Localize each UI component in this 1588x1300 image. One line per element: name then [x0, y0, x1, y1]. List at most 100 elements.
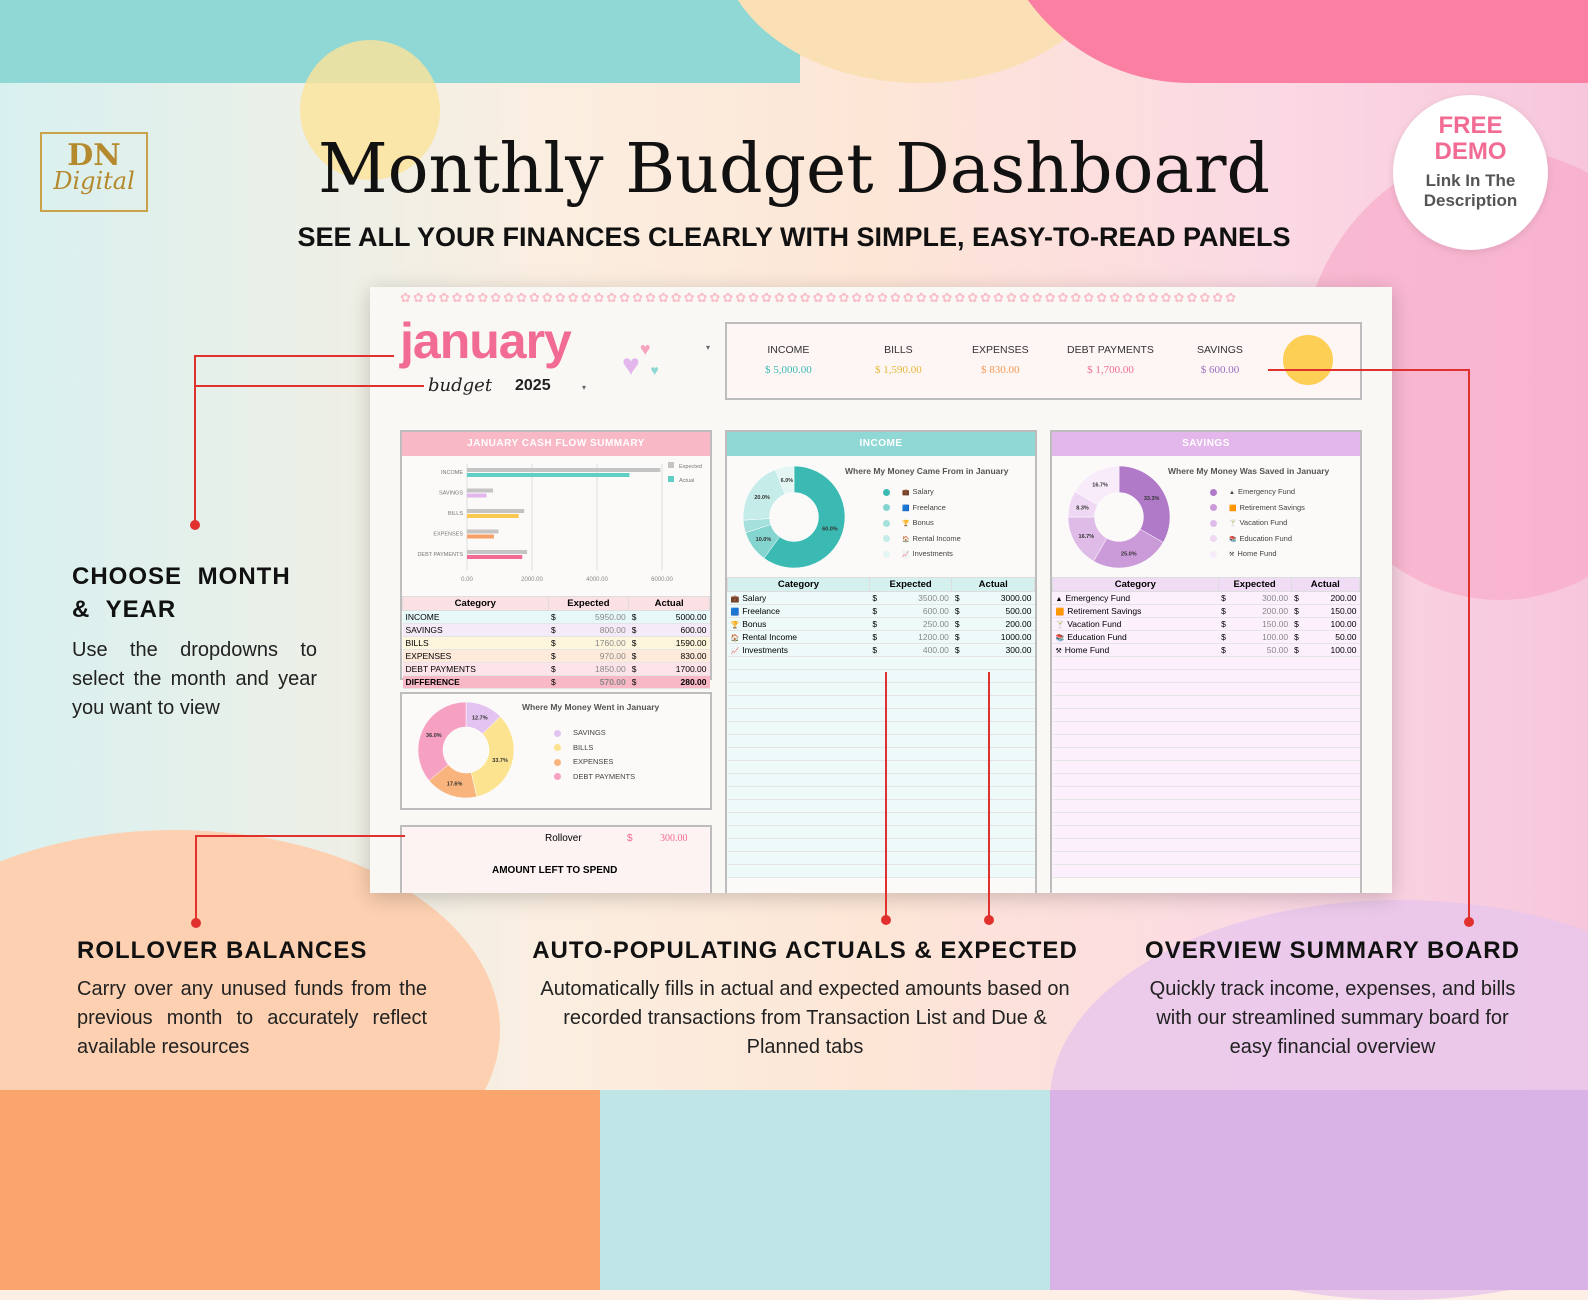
empty-row[interactable] — [1052, 734, 1360, 748]
empty-row[interactable] — [727, 851, 1035, 865]
empty-row[interactable] — [1052, 864, 1360, 878]
empty-row[interactable] — [727, 825, 1035, 839]
legend-icon: 📈 — [902, 552, 910, 558]
actual-cell: 300.00 — [962, 643, 1035, 657]
slice-label: 36.0% — [426, 733, 442, 739]
year-dropdown-arrow[interactable]: ▾ — [582, 383, 587, 392]
savings-panel: SAVINGS 33.3% 25.0% 16.7% 8.3% 16.7% Where M… — [1050, 430, 1362, 893]
empty-row[interactable] — [727, 838, 1035, 852]
legend-label: Retirement Savings — [1239, 502, 1305, 512]
month-dropdown-arrow[interactable]: ▾ — [706, 343, 711, 352]
legend-item: 📚 Education Fund — [1210, 532, 1305, 548]
currency: $ — [628, 649, 640, 663]
currency: $ — [548, 623, 559, 637]
arrow-line — [195, 835, 197, 923]
summary-item: BILLS $ 1,590.00 — [875, 344, 922, 376]
empty-row[interactable] — [1052, 851, 1360, 865]
legend-dot — [554, 758, 561, 766]
expected-cell: 3500.00 — [880, 591, 952, 605]
category-cell: BILLS — [402, 636, 549, 650]
empty-row[interactable] — [1052, 695, 1360, 709]
empty-row[interactable] — [727, 721, 1035, 735]
bar-expected — [467, 488, 493, 493]
currency: $ — [1218, 630, 1229, 644]
empty-row[interactable] — [1052, 812, 1360, 826]
empty-row[interactable] — [1052, 838, 1360, 852]
arrow-line — [194, 385, 424, 387]
bar-expected — [467, 529, 499, 534]
legend-label: EXPENSES — [573, 757, 614, 766]
legend-dot — [554, 773, 561, 781]
legend-item: 💼 Salary — [883, 485, 961, 501]
annotation-rollover: ROLLOVER BALANCES Carry over any unused … — [77, 937, 427, 1062]
empty-row[interactable] — [1052, 708, 1360, 722]
empty-row[interactable] — [727, 734, 1035, 748]
category-cell: DEBT PAYMENTS — [402, 662, 549, 676]
legend-item: ▲ Emergency Fund — [1210, 485, 1305, 501]
empty-row[interactable] — [727, 747, 1035, 761]
year-dropdown[interactable]: 2025 — [515, 377, 551, 394]
empty-row[interactable] — [1052, 786, 1360, 800]
empty-row[interactable] — [727, 656, 1035, 670]
expected-cell: 50.00 — [1228, 643, 1292, 657]
category-icon: 💼 — [730, 596, 740, 603]
empty-row[interactable] — [1052, 799, 1360, 813]
summary-value: $ 1,700.00 — [1087, 364, 1134, 376]
legend-label: SAVINGS — [573, 728, 606, 737]
table-row: 🟧 Retirement Savings $200.00 $150.00 — [1052, 604, 1360, 618]
legend-item: ⚒ Home Fund — [1210, 547, 1305, 563]
empty-row[interactable] — [1052, 682, 1360, 696]
currency: $ — [628, 623, 640, 637]
category-icon: 🟦 — [730, 609, 740, 616]
annotation-text: Carry over any unused funds from the pre… — [77, 978, 427, 1058]
category-cell: SAVINGS — [402, 623, 549, 637]
savings-table: Category Expected Actual ▲ Emergency Fund $3… — [1052, 577, 1361, 878]
empty-row[interactable] — [1052, 656, 1360, 670]
category-cell: Freelance — [742, 606, 781, 616]
legend-dot — [883, 488, 890, 496]
category-icon: 🟧 — [1055, 609, 1065, 616]
month-dropdown[interactable]: january — [400, 313, 572, 369]
empty-row[interactable] — [727, 812, 1035, 826]
empty-row[interactable] — [1052, 773, 1360, 787]
empty-row[interactable] — [1052, 825, 1360, 839]
expected-cell: 200.00 — [1228, 604, 1292, 618]
x-tick-label: 0.00 — [461, 577, 473, 583]
summary-board: INCOME $ 5,000.00 BILLS $ 1,590.00 EXPENSES $… — [725, 322, 1362, 400]
annotation-text: Automatically fills in actual and expect… — [540, 978, 1070, 1058]
legend-item: EXPENSES — [554, 755, 635, 770]
currency: $ — [1218, 591, 1229, 605]
legend-icon: 🍸 — [1229, 521, 1237, 527]
category-cell: Rental Income — [742, 632, 798, 642]
bar-actual — [467, 514, 519, 518]
empty-row[interactable] — [727, 708, 1035, 722]
category-cell: DIFFERENCE — [402, 675, 549, 689]
amount-left-label: AMOUNT LEFT TO SPEND — [492, 865, 618, 876]
empty-row[interactable] — [727, 695, 1035, 709]
actual-cell: 100.00 — [1301, 617, 1360, 631]
slice-label: 8.3% — [1076, 505, 1089, 511]
legend-dot — [554, 729, 561, 737]
x-tick-label: 2000.00 — [521, 577, 543, 583]
empty-row[interactable] — [727, 760, 1035, 774]
empty-row[interactable] — [1052, 747, 1360, 761]
legend-dot — [1210, 504, 1217, 512]
legend-item: 🟦 Freelance — [883, 501, 961, 517]
empty-row[interactable] — [727, 682, 1035, 696]
empty-row[interactable] — [1052, 721, 1360, 735]
legend-label: Expected — [679, 464, 702, 470]
free-demo-badge[interactable]: FREE DEMO Link In The Description — [1393, 95, 1548, 250]
bar-expected — [467, 550, 528, 554]
empty-row[interactable] — [1052, 760, 1360, 774]
empty-row[interactable] — [727, 773, 1035, 787]
summary-value: $ 1,590.00 — [875, 364, 922, 376]
actual-cell: 5000.00 — [639, 610, 710, 624]
empty-row[interactable] — [727, 669, 1035, 683]
empty-row[interactable] — [727, 799, 1035, 813]
category-icon: ⚒ — [1055, 648, 1062, 655]
empty-row[interactable] — [1052, 669, 1360, 683]
table-row: ▲ Emergency Fund $300.00 $200.00 — [1052, 591, 1360, 605]
empty-row[interactable] — [727, 786, 1035, 800]
empty-row[interactable] — [727, 864, 1035, 878]
rollover-value[interactable]: 300.00 — [660, 833, 688, 844]
